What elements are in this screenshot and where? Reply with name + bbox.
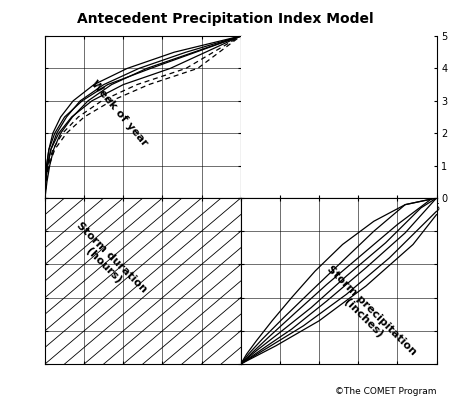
Text: Storm precipitation
(inches): Storm precipitation (inches) [317, 264, 419, 365]
X-axis label: Storm runoff (inches): Storm runoff (inches) [283, 216, 394, 226]
Text: Antecedent Precipitation Index Model: Antecedent Precipitation Index Model [76, 12, 373, 26]
Text: Week of year: Week of year [89, 79, 150, 148]
Text: ©The COMET Program: ©The COMET Program [335, 387, 436, 396]
Text: Storm duration
(hours): Storm duration (hours) [67, 220, 149, 302]
